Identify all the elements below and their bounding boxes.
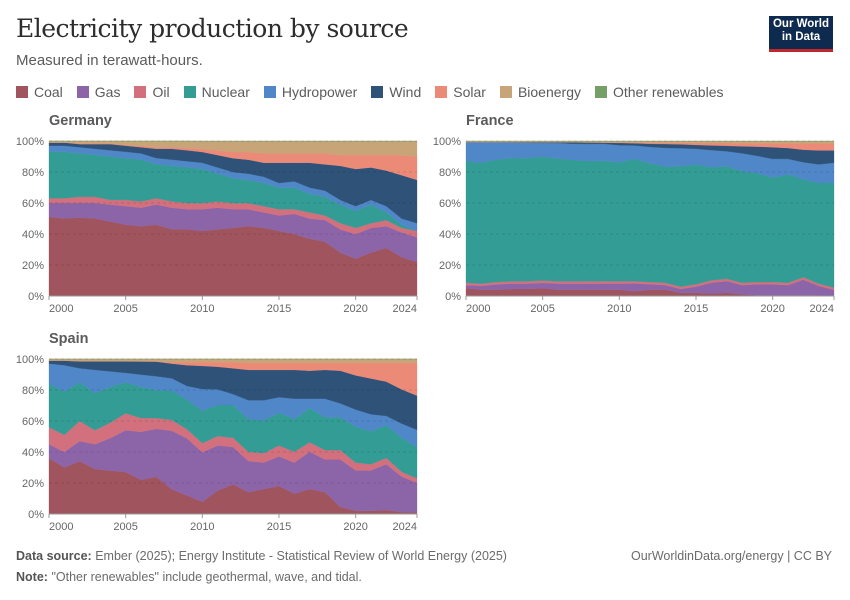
legend: Coal Gas Oil Nuclear Hydropower Wind Solar Bioe… bbox=[16, 84, 738, 100]
legend-item-hydropower[interactable]: Hydropower bbox=[263, 84, 358, 100]
x-tick-label: 2005 bbox=[530, 303, 554, 315]
y-tick-label: 20% bbox=[22, 260, 44, 272]
x-tick-label: 2024 bbox=[393, 303, 417, 315]
x-tick-label: 2015 bbox=[267, 303, 291, 315]
y-tick-label: 0% bbox=[445, 291, 461, 303]
y-tick-label: 80% bbox=[22, 167, 44, 179]
legend-label: Solar bbox=[453, 84, 486, 100]
x-tick-label: 2024 bbox=[810, 303, 834, 315]
y-tick-label: 40% bbox=[22, 229, 44, 241]
x-tick-label: 2000 bbox=[49, 303, 73, 315]
owid-logo[interactable]: Our World in Data bbox=[769, 16, 833, 52]
x-tick-label: 2005 bbox=[113, 303, 137, 315]
panel-title-france: France bbox=[466, 113, 514, 129]
data-source: Data source: Ember (2025); Energy Instit… bbox=[16, 549, 507, 563]
x-tick-label: 2010 bbox=[190, 303, 214, 315]
x-tick-label: 2015 bbox=[684, 303, 708, 315]
y-tick-label: 0% bbox=[28, 291, 44, 303]
legend-label: Other renewables bbox=[612, 84, 724, 100]
legend-item-wind[interactable]: Wind bbox=[371, 84, 421, 100]
y-tick-label: 60% bbox=[22, 416, 44, 428]
x-tick-label: 2020 bbox=[343, 303, 367, 315]
legend-label: Wind bbox=[389, 84, 422, 100]
x-tick-label: 2005 bbox=[113, 521, 137, 533]
y-tick-label: 80% bbox=[22, 385, 44, 397]
legend-item-gas[interactable]: Gas bbox=[76, 84, 121, 100]
y-tick-label: 60% bbox=[439, 198, 461, 210]
legend-swatch bbox=[594, 86, 607, 98]
x-tick-label: 2024 bbox=[393, 521, 417, 533]
chart-title: Electricity production by source bbox=[16, 14, 409, 43]
note: Note: "Other renewables" include geother… bbox=[16, 570, 362, 584]
y-tick-label: 40% bbox=[439, 229, 461, 241]
y-tick-label: 0% bbox=[28, 509, 44, 521]
x-tick-label: 2020 bbox=[760, 303, 784, 315]
y-tick-label: 100% bbox=[16, 136, 44, 148]
y-tick-label: 40% bbox=[22, 447, 44, 459]
legend-swatch bbox=[16, 86, 28, 98]
x-tick-label: 2010 bbox=[607, 303, 631, 315]
note-label: Note: bbox=[16, 570, 48, 584]
legend-swatch bbox=[499, 86, 512, 98]
y-tick-label: 60% bbox=[22, 198, 44, 210]
legend-swatch bbox=[183, 86, 196, 98]
source-label: Data source: bbox=[16, 549, 92, 563]
legend-item-coal[interactable]: Coal bbox=[16, 84, 63, 100]
logo-text: Our World in Data bbox=[772, 18, 829, 43]
x-tick-label: 2015 bbox=[267, 521, 291, 533]
legend-label: Oil bbox=[152, 84, 170, 100]
legend-label: Hydropower bbox=[281, 84, 358, 100]
x-tick-label: 2000 bbox=[466, 303, 490, 315]
source-text[interactable]: Ember (2025); Energy Institute - Statist… bbox=[95, 549, 507, 563]
legend-swatch bbox=[263, 86, 276, 98]
panel-title-spain: Spain bbox=[49, 331, 89, 347]
legend-label: Coal bbox=[34, 84, 63, 100]
y-tick-label: 100% bbox=[433, 136, 461, 148]
panel-title-germany: Germany bbox=[49, 113, 112, 129]
y-tick-label: 100% bbox=[16, 354, 44, 366]
legend-item-solar[interactable]: Solar bbox=[435, 84, 486, 100]
x-tick-label: 2010 bbox=[190, 521, 214, 533]
legend-swatch bbox=[134, 86, 147, 98]
legend-swatch bbox=[371, 86, 384, 98]
legend-item-bioenergy[interactable]: Bioenergy bbox=[499, 84, 581, 100]
y-tick-label: 80% bbox=[439, 167, 461, 179]
legend-item-other-renewables[interactable]: Other renewables bbox=[594, 84, 724, 100]
note-text: "Other renewables" include geothermal, w… bbox=[51, 570, 362, 584]
legend-label: Bioenergy bbox=[517, 84, 581, 100]
y-tick-label: 20% bbox=[22, 478, 44, 490]
x-tick-label: 2000 bbox=[49, 521, 73, 533]
legend-item-oil[interactable]: Oil bbox=[134, 84, 170, 100]
legend-item-nuclear[interactable]: Nuclear bbox=[183, 84, 250, 100]
credit-link[interactable]: OurWorldinData.org/energy | CC BY bbox=[630, 549, 832, 563]
legend-swatch bbox=[435, 86, 448, 98]
chart-subtitle: Measured in terawatt-hours. bbox=[16, 52, 203, 69]
x-tick-label: 2020 bbox=[343, 521, 367, 533]
legend-label: Nuclear bbox=[201, 84, 250, 100]
legend-label: Gas bbox=[94, 84, 121, 100]
y-tick-label: 20% bbox=[439, 260, 461, 272]
legend-swatch bbox=[76, 86, 89, 98]
